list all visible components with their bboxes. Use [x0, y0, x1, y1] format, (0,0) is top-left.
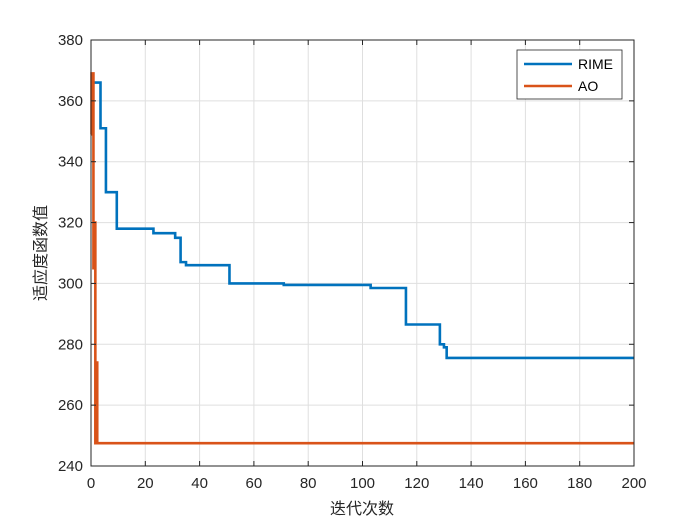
y-tick-label: 320	[58, 215, 83, 232]
y-tick-label: 240	[58, 458, 83, 475]
x-tick-label: 40	[191, 475, 208, 492]
x-tick-label: 140	[459, 475, 484, 492]
y-tick-label: 360	[58, 93, 83, 110]
x-tick-label: 180	[567, 475, 592, 492]
y-axis-label: 适应度函数值	[31, 205, 50, 301]
legend-label-ao: AO	[578, 78, 598, 94]
x-tick-label: 0	[87, 475, 95, 492]
legend: RIME AO	[516, 49, 623, 100]
legend-box	[516, 49, 623, 100]
x-tick-label: 160	[513, 475, 538, 492]
tick-labels: 0 20 40 60 80 100 120 140 160 180 200 240 260 280 300 3…	[58, 32, 647, 492]
series-line-rime	[91, 81, 634, 360]
x-axis-label: 迭代次数	[330, 499, 394, 518]
y-tick-label: 300	[58, 275, 83, 292]
legend-label-rime: RIME	[578, 56, 613, 72]
x-tick-label: 20	[137, 475, 154, 492]
x-tick-label: 120	[404, 475, 429, 492]
axes	[90, 39, 635, 467]
grid	[91, 40, 634, 466]
x-tick-label: 80	[300, 475, 317, 492]
y-tick-label: 380	[58, 32, 83, 49]
x-tick-label: 200	[621, 475, 646, 492]
y-tick-label: 340	[58, 154, 83, 171]
y-tick-label: 280	[58, 336, 83, 353]
x-tick-label: 100	[350, 475, 375, 492]
x-tick-label: 60	[246, 475, 263, 492]
y-tick-label: 260	[58, 397, 83, 414]
